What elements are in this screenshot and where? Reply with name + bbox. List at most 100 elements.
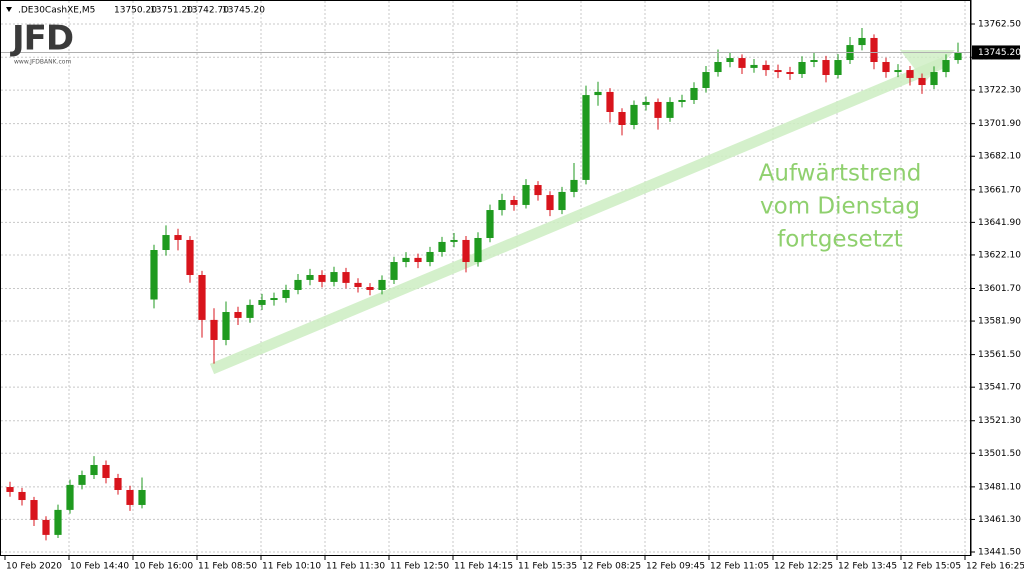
candle-body bbox=[270, 298, 278, 301]
candle-body bbox=[942, 60, 950, 73]
x-tick-label: 12 Feb 09:45 bbox=[646, 562, 705, 572]
candle-body bbox=[18, 491, 26, 501]
candle-body bbox=[186, 239, 194, 276]
y-tick-label: 13461.30 bbox=[978, 515, 1021, 525]
x-tick-label: 11 Feb 11:30 bbox=[326, 562, 385, 572]
y-tick-label: 13622.10 bbox=[978, 250, 1021, 260]
x-tick-label: 11 Feb 08:50 bbox=[198, 562, 257, 572]
candle-body bbox=[258, 300, 266, 305]
candle-body bbox=[126, 489, 134, 505]
candle-body bbox=[810, 60, 818, 62]
x-tick-label: 12 Feb 13:45 bbox=[838, 562, 897, 572]
symbol: .DE30CashXE,M5 bbox=[18, 6, 95, 16]
candle-body bbox=[702, 72, 710, 88]
candle-body bbox=[486, 210, 494, 238]
candle-body bbox=[750, 64, 758, 68]
candle-body bbox=[66, 484, 74, 510]
x-tick-label: 12 Feb 11:05 bbox=[710, 562, 769, 572]
candle-body bbox=[402, 257, 410, 263]
x-tick-label: 12 Feb 16:25 bbox=[966, 562, 1024, 572]
candle-body bbox=[594, 91, 602, 96]
candle-body bbox=[150, 250, 158, 300]
candle-body bbox=[918, 77, 926, 86]
y-tick-label: 13581.90 bbox=[978, 317, 1021, 327]
candle-body bbox=[294, 279, 302, 290]
y-tick-label: 13441.50 bbox=[978, 548, 1021, 558]
y-tick-label: 13682.10 bbox=[978, 152, 1021, 162]
y-tick-label: 13722.30 bbox=[978, 86, 1021, 96]
candle-body bbox=[450, 239, 458, 242]
candle-body bbox=[462, 239, 470, 263]
y-tick-label: 13481.10 bbox=[978, 482, 1021, 492]
y-tick-label: 13661.70 bbox=[978, 185, 1021, 195]
candle-body bbox=[222, 312, 230, 340]
candle-body bbox=[498, 200, 506, 211]
annotation: fortgesetzt bbox=[777, 227, 903, 253]
grid bbox=[1, 1, 970, 555]
candle-body bbox=[726, 58, 734, 62]
y-tick-label: 13601.70 bbox=[978, 284, 1021, 294]
candle-body bbox=[474, 237, 482, 263]
candle-body bbox=[426, 251, 434, 263]
y-tick-label: 13541.70 bbox=[978, 383, 1021, 393]
y-tick-label: 13641.90 bbox=[978, 218, 1021, 228]
y-tick-label: 13701.90 bbox=[978, 119, 1021, 129]
menu-arrow bbox=[6, 7, 12, 12]
candle-body bbox=[690, 87, 698, 100]
candle-body bbox=[522, 185, 530, 205]
candle-body bbox=[414, 257, 422, 263]
last-price-box bbox=[972, 45, 1020, 60]
candle-body bbox=[246, 304, 254, 318]
ohlc-low: 13742.70 bbox=[186, 6, 229, 16]
candle-body bbox=[306, 275, 314, 280]
x-tick-label: 11 Feb 12:50 bbox=[390, 562, 449, 572]
x-tick-label: 10 Feb 2020 bbox=[6, 562, 62, 572]
annotation: vom Dienstag bbox=[760, 194, 920, 220]
candle-body bbox=[786, 72, 794, 75]
candle-body bbox=[198, 275, 206, 320]
x-tick-label: 11 Feb 14:15 bbox=[454, 562, 513, 572]
candle-body bbox=[6, 487, 14, 492]
candle-body bbox=[582, 95, 590, 180]
candle-body bbox=[354, 282, 362, 288]
candle-body bbox=[714, 61, 722, 73]
candle-body bbox=[666, 101, 674, 118]
candle-body bbox=[906, 70, 914, 78]
candle-body bbox=[234, 312, 242, 318]
x-tick-label: 11 Feb 10:10 bbox=[262, 562, 321, 572]
x-tick-label: 12 Feb 12:25 bbox=[774, 562, 833, 572]
candle-body bbox=[822, 60, 830, 75]
logo-site: www.JFDBANK.com bbox=[14, 59, 71, 66]
x-tick-label: 12 Feb 15:05 bbox=[902, 562, 961, 572]
candle-body bbox=[534, 185, 542, 196]
candle-body bbox=[774, 70, 782, 73]
candle-body bbox=[798, 61, 806, 75]
candle-body bbox=[378, 279, 386, 290]
candle-body bbox=[174, 235, 182, 240]
candle-body bbox=[546, 195, 554, 211]
x-tick-label: 10 Feb 14:40 bbox=[70, 562, 129, 572]
candle-body bbox=[762, 64, 770, 71]
candle-body bbox=[570, 179, 578, 192]
candle-body bbox=[558, 191, 566, 211]
ohlc-close: 13745.20 bbox=[222, 6, 265, 16]
plot-frame bbox=[0, 0, 971, 556]
candle-body bbox=[54, 509, 62, 535]
ohlc-high: 13751.20 bbox=[150, 6, 193, 16]
candle-body bbox=[30, 500, 38, 520]
candle-body bbox=[654, 101, 662, 118]
candle-body bbox=[78, 475, 86, 485]
candle-body bbox=[858, 37, 866, 46]
candle-body bbox=[330, 272, 338, 282]
candle-body bbox=[642, 101, 650, 105]
candles bbox=[1, 27, 970, 541]
candle-body bbox=[930, 72, 938, 86]
candle-body bbox=[342, 272, 350, 283]
trend-arrow bbox=[900, 50, 955, 82]
y-tick-label: 13762.50 bbox=[978, 20, 1021, 30]
candle-body bbox=[438, 241, 446, 252]
trend-band bbox=[209, 56, 948, 375]
candle-body bbox=[618, 112, 626, 125]
